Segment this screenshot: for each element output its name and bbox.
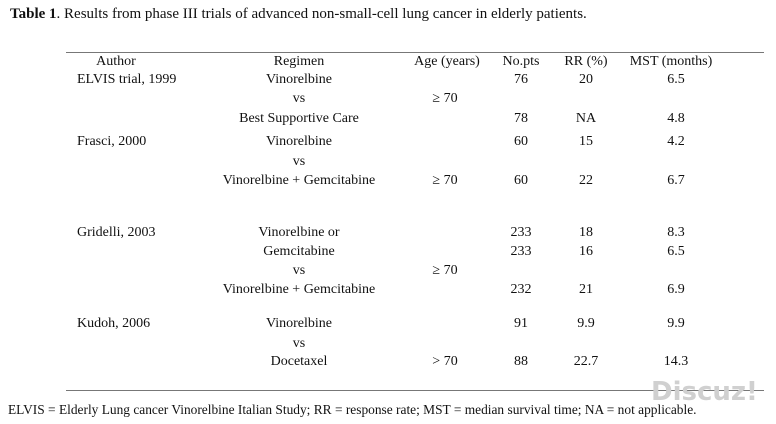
cell-pts: 91 — [514, 316, 528, 331]
header-age: Age (years) — [414, 54, 480, 69]
cell-regimen: Vinorelbine or — [258, 225, 340, 240]
cell-pts: 78 — [514, 111, 528, 126]
cell-age: > 70 — [432, 354, 458, 369]
cell-rr: 16 — [579, 244, 593, 259]
cell-regimen: Vinorelbine + Gemcitabine — [222, 282, 376, 297]
watermark-logo: Discuz! — [651, 377, 758, 407]
cell-age: ≥ 70 — [432, 91, 458, 106]
cell-mst: 6.9 — [667, 282, 685, 297]
cell-rr: 20 — [579, 72, 593, 87]
cell-rr: 9.9 — [577, 316, 595, 331]
cell-regimen: Docetaxel — [270, 354, 328, 369]
cell-rr: NA — [575, 111, 597, 126]
cell-rr: 21 — [579, 282, 593, 297]
cell-regimen: vs — [292, 154, 306, 169]
cell-regimen: Vinorelbine — [265, 316, 333, 331]
cell-rr: 18 — [579, 225, 593, 240]
footnote: ELVIS = Elderly Lung cancer Vinorelbine … — [8, 402, 697, 417]
cell-age: ≥ 70 — [432, 263, 458, 278]
cell-mst: 9.9 — [667, 316, 685, 331]
header-pts: No.pts — [502, 54, 540, 69]
cell-regimen: vs — [292, 263, 306, 278]
cell-author: ELVIS trial, 1999 — [77, 72, 177, 87]
cell-mst: 6.5 — [667, 72, 685, 87]
cell-author: Kudoh, 2006 — [77, 316, 151, 331]
header-author: Author — [96, 54, 136, 69]
header-rr: RR (%) — [564, 54, 608, 69]
cell-regimen: Best Supportive Care — [239, 111, 359, 126]
cell-regimen: Vinorelbine + Gemcitabine — [222, 173, 376, 188]
cell-regimen: Vinorelbine — [265, 134, 333, 149]
cell-pts: 88 — [514, 354, 528, 369]
cell-mst: 6.7 — [667, 173, 685, 188]
table-caption: Table 1. Results from phase III trials o… — [10, 6, 587, 23]
cell-pts: 76 — [514, 72, 528, 87]
cell-pts: 60 — [514, 173, 528, 188]
cell-mst: 8.3 — [667, 225, 685, 240]
table-title: . Results from phase III trials of advan… — [56, 6, 587, 22]
cell-rr: 15 — [579, 134, 593, 149]
table-label: Table 1 — [10, 6, 57, 22]
cell-mst: 4.2 — [667, 134, 685, 149]
cell-age: ≥ 70 — [432, 173, 458, 188]
cell-pts: 233 — [510, 225, 532, 240]
cell-pts: 233 — [510, 244, 532, 259]
cell-regimen: vs — [292, 336, 306, 351]
header-mst: MST (months) — [629, 54, 713, 69]
cell-regimen: vs — [292, 91, 306, 106]
cell-author: Gridelli, 2003 — [77, 225, 156, 240]
cell-author: Frasci, 2000 — [77, 134, 147, 149]
cell-pts: 60 — [514, 134, 528, 149]
cell-mst: 4.8 — [667, 111, 685, 126]
cell-regimen: Vinorelbine — [265, 72, 333, 87]
cell-pts: 232 — [510, 282, 532, 297]
table-top-rule — [66, 52, 764, 53]
cell-rr: 22 — [579, 173, 593, 188]
cell-regimen: Gemcitabine — [263, 244, 335, 259]
cell-mst: 14.3 — [663, 354, 689, 369]
table-bottom-rule — [66, 390, 764, 391]
cell-mst: 6.5 — [667, 244, 685, 259]
cell-rr: 22.7 — [573, 354, 599, 369]
header-regimen: Regimen — [273, 54, 325, 69]
